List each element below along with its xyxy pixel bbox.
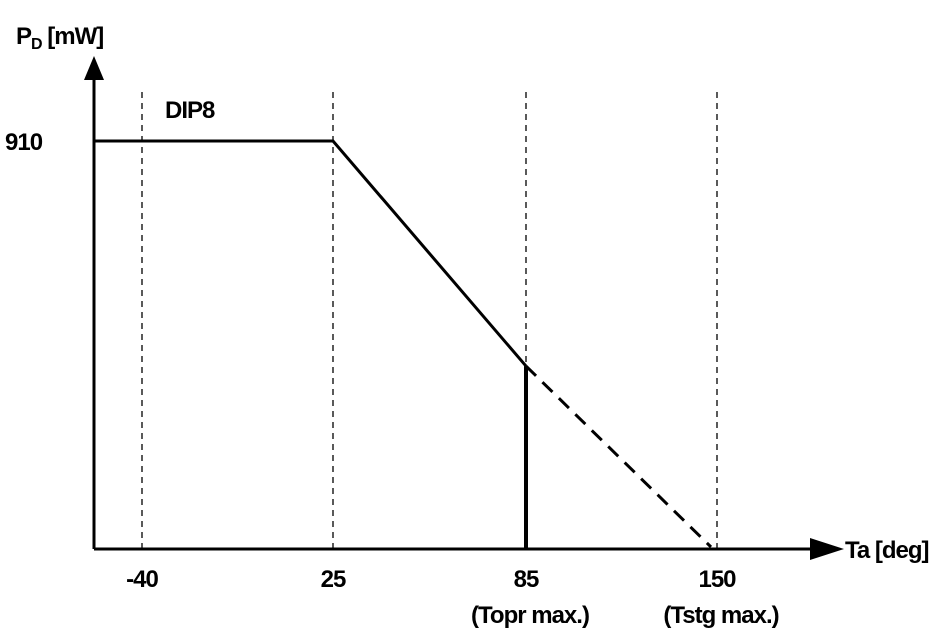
x-axis-arrow xyxy=(810,538,844,560)
x-tick-sublabel-2: (Topr max.) xyxy=(471,602,589,628)
x-tick-label-1: 25 xyxy=(321,566,346,593)
y-axis-title-main: P xyxy=(16,23,32,50)
gridlines xyxy=(141,92,718,549)
x-tick-label-3: 150 xyxy=(698,566,736,593)
y-axis-title-subscript: D xyxy=(31,36,42,53)
x-axis-title: Ta [deg] xyxy=(845,537,929,564)
x-tick-sublabel-3: (Tstg max.) xyxy=(663,602,778,628)
series-line-0 xyxy=(94,139,528,368)
x-tick-label-0: -40 xyxy=(126,566,158,593)
y-axis-arrow xyxy=(84,56,104,80)
extrapolation-line xyxy=(524,365,713,549)
series-label-dip8: DIP8 xyxy=(165,97,215,124)
series-layer xyxy=(94,139,713,549)
y-axis-title-unit: [mW] xyxy=(42,23,104,50)
y-axis-title: PD [mW] xyxy=(16,23,103,53)
tick-labels: -40 25 85 (Topr max.) 150 (Tstg max.) 910 xyxy=(5,129,780,628)
x-tick-label-2: 85 xyxy=(514,566,539,593)
y-tick-label-0: 910 xyxy=(5,129,43,156)
